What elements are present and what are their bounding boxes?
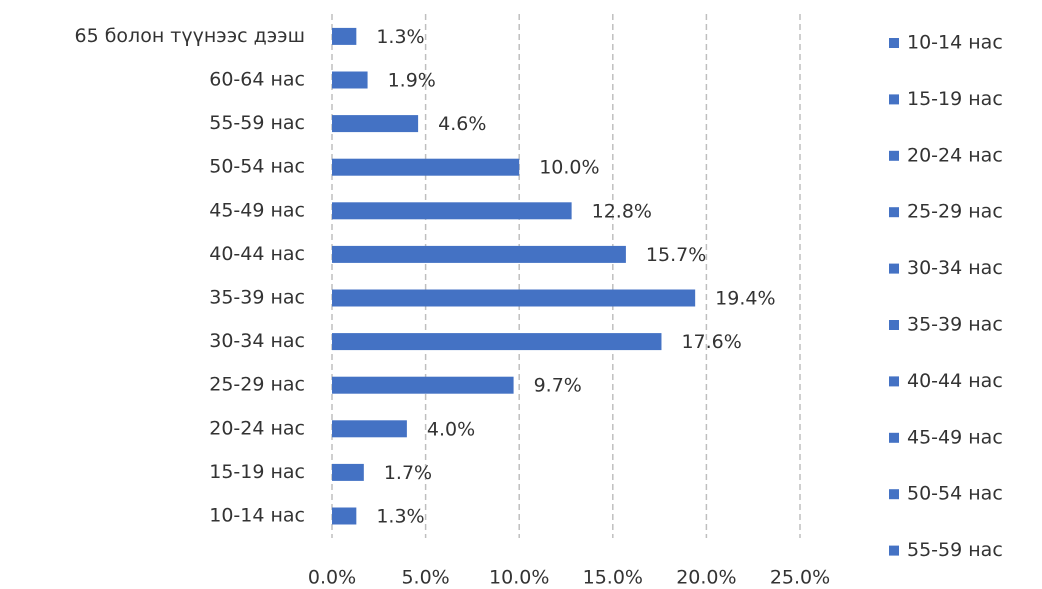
legend-marker — [889, 432, 899, 443]
y-tick-label: 50-54 нас — [209, 156, 305, 178]
legend-label: 25-29 нас — [907, 201, 1003, 223]
data-label: 4.6% — [438, 113, 486, 135]
x-tick-label: 10.0% — [489, 567, 549, 586]
legend-marker — [889, 376, 899, 387]
x-tick-label: 15.0% — [583, 567, 643, 586]
y-tick-label: 40-44 нас — [209, 243, 305, 265]
bar — [332, 158, 520, 176]
bar — [332, 202, 572, 220]
legend-marker — [889, 545, 899, 556]
y-tick-label: 20-24 нас — [209, 417, 305, 439]
bar — [332, 463, 364, 481]
bar — [332, 376, 514, 394]
y-tick-label: 10-14 нас — [209, 505, 305, 527]
x-tick-label: 0.0% — [308, 567, 356, 586]
data-label: 1.9% — [388, 70, 436, 92]
bar — [332, 420, 407, 438]
x-tick-label: 5.0% — [401, 567, 449, 586]
x-tick-label: 20.0% — [676, 567, 736, 586]
legend-label: 10-14 нас — [907, 32, 1003, 54]
data-label: 1.3% — [376, 26, 424, 48]
legend-marker — [889, 263, 899, 274]
bar — [332, 289, 696, 307]
y-tick-label: 30-34 нас — [209, 330, 305, 352]
y-tick-label: 45-49 нас — [209, 199, 305, 221]
data-label: 1.7% — [384, 462, 432, 484]
data-label: 17.6% — [681, 331, 741, 353]
legend-label: 50-54 нас — [907, 483, 1003, 505]
legend-marker — [889, 150, 899, 161]
legend-label: 55-59 нас — [907, 539, 1003, 561]
y-tick-label: 55-59 нас — [209, 112, 305, 134]
y-tick-label: 25-29 нас — [209, 374, 305, 396]
y-tick-label: 35-39 нас — [209, 287, 305, 309]
bar — [332, 507, 357, 525]
legend-label: 15-19 нас — [907, 88, 1003, 110]
y-tick-label: 60-64 нас — [209, 69, 305, 91]
data-label: 15.7% — [646, 244, 706, 266]
bar — [332, 115, 419, 133]
data-label: 1.3% — [376, 506, 424, 528]
y-tick-label: 65 болон түүнээс дээш — [75, 25, 306, 47]
legend-label: 20-24 нас — [907, 144, 1003, 166]
legend-marker — [889, 489, 899, 500]
legend-label: 30-34 нас — [907, 257, 1003, 279]
legend-marker — [889, 320, 899, 330]
legend-marker — [889, 38, 899, 48]
legend-marker — [889, 94, 899, 105]
bar — [332, 71, 368, 89]
bar — [332, 27, 357, 45]
legend-label: 35-39 нас — [907, 314, 1003, 336]
legend-label: 45-49 нас — [907, 426, 1003, 448]
data-label: 4.0% — [427, 418, 475, 440]
data-label: 10.0% — [539, 157, 599, 179]
x-tick-label: 25.0% — [770, 567, 830, 586]
bar — [332, 333, 662, 351]
legend-marker — [889, 207, 899, 218]
y-tick-label: 15-19 нас — [209, 461, 305, 483]
bar — [332, 245, 626, 263]
data-label: 9.7% — [534, 375, 582, 397]
legend-label: 40-44 нас — [907, 370, 1003, 392]
data-label: 12.8% — [592, 200, 652, 222]
data-label: 19.4% — [715, 288, 775, 310]
